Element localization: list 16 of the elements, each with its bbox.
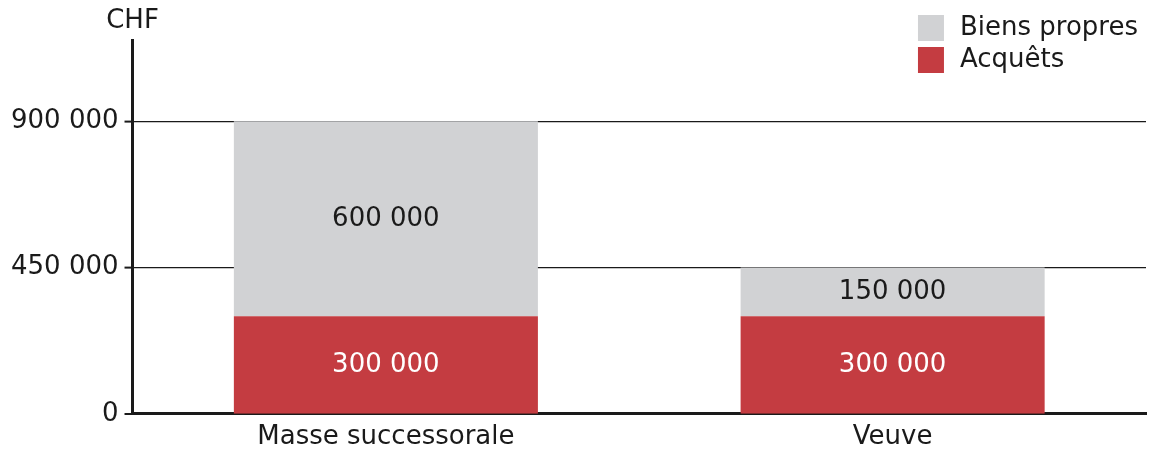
bar xyxy=(233,316,538,414)
bar xyxy=(740,316,1045,414)
legend-label: Acquêts xyxy=(959,42,1065,73)
data-label: 600 000 xyxy=(332,201,440,232)
data-label: 300 000 xyxy=(838,347,947,378)
y-tick-label: 900 000 xyxy=(10,104,119,135)
x-tick-label: Masse successorale xyxy=(257,420,515,451)
y-tick-label: 0 xyxy=(101,396,119,427)
x-tick-label: Veuve xyxy=(852,420,933,451)
y-tick-label: 450 000 xyxy=(10,250,119,281)
y-axis-title: CHF xyxy=(106,3,159,34)
bar xyxy=(740,267,1045,317)
data-label: 150 000 xyxy=(838,274,947,305)
data-label: 300 000 xyxy=(332,347,440,378)
bar xyxy=(233,121,538,317)
legend-label: Biens propres xyxy=(959,10,1139,41)
